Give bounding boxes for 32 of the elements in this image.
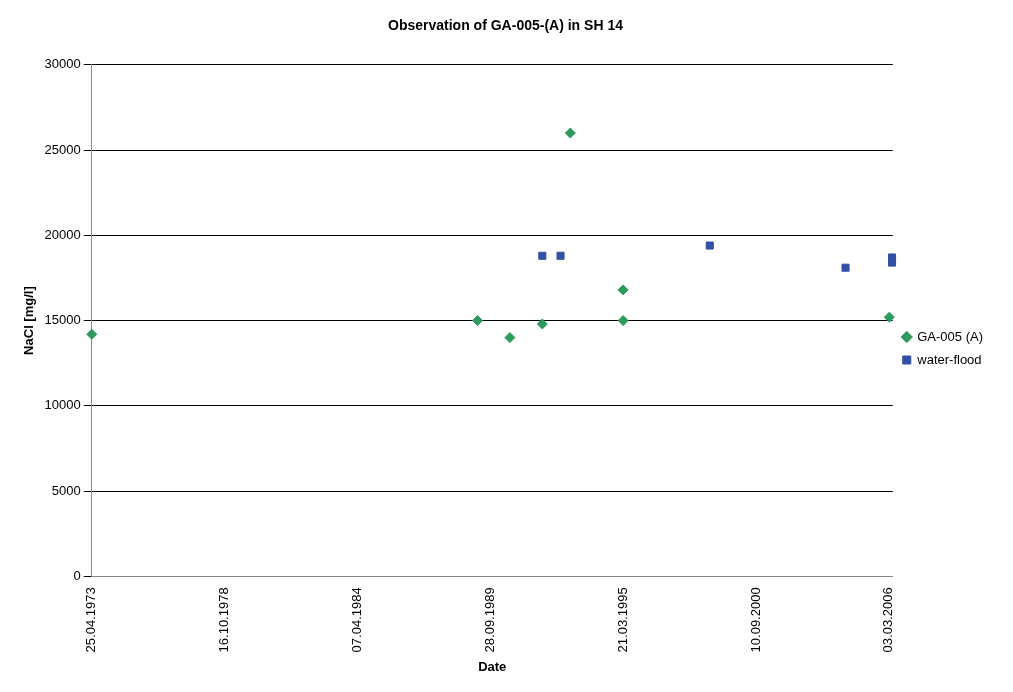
x-axis-title: Date <box>478 658 507 674</box>
x-tick-label: 25.04.1973 <box>83 587 99 653</box>
x-tick-label: 16.10.1978 <box>216 587 232 653</box>
y-axis-title: NaCl [mg/l] <box>21 286 37 355</box>
legend-label: water-flood <box>916 351 982 367</box>
point <box>504 332 516 344</box>
point <box>472 315 484 327</box>
point <box>617 284 629 296</box>
point <box>841 263 850 272</box>
x-tick-label: 03.03.2006 <box>880 587 896 653</box>
y-tick-label: 15000 <box>44 312 81 328</box>
point <box>556 251 565 260</box>
point <box>617 315 629 327</box>
x-tick-label: 28.09.1989 <box>481 587 497 653</box>
point <box>883 311 895 323</box>
point <box>86 328 98 340</box>
y-tick-label: 20000 <box>44 226 81 242</box>
point <box>536 318 548 330</box>
legend-label: GA-005 (A) <box>917 328 984 344</box>
y-tick-label: 5000 <box>51 482 81 498</box>
x-tick-label: 21.03.1995 <box>614 587 630 653</box>
x-tick-label: 07.04.1984 <box>349 587 365 653</box>
y-tick-label: 25000 <box>44 141 81 157</box>
x-tick-label: 10.09.2000 <box>747 587 763 653</box>
chart-title: Observation of GA-005-(A) in SH 14 <box>388 17 624 34</box>
y-tick-label: 0 <box>73 567 81 583</box>
point <box>887 258 897 267</box>
point <box>705 241 714 250</box>
y-tick-label: 10000 <box>44 397 81 413</box>
point <box>538 251 547 260</box>
point <box>564 127 576 139</box>
y-tick-label: 30000 <box>44 56 81 72</box>
